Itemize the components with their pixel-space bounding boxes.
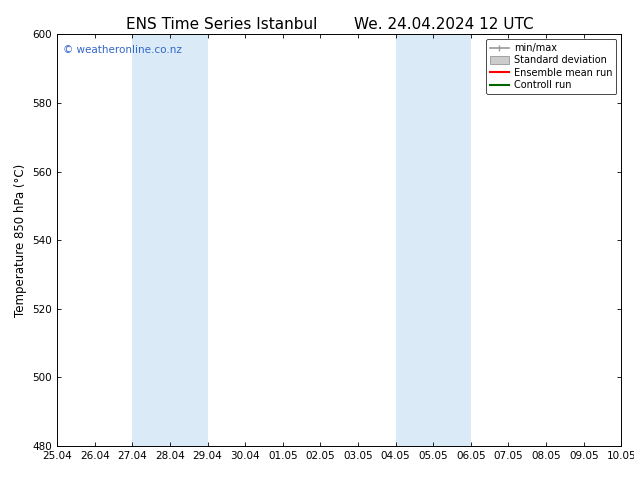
Legend: min/max, Standard deviation, Ensemble mean run, Controll run: min/max, Standard deviation, Ensemble me… (486, 39, 616, 94)
Text: ENS Time Series Istanbul: ENS Time Series Istanbul (126, 17, 318, 32)
Bar (133, 34, 207, 446)
Text: © weatheronline.co.nz: © weatheronline.co.nz (63, 45, 181, 54)
Bar (396, 34, 471, 446)
Text: We. 24.04.2024 12 UTC: We. 24.04.2024 12 UTC (354, 17, 534, 32)
Y-axis label: Temperature 850 hPa (°C): Temperature 850 hPa (°C) (14, 164, 27, 317)
